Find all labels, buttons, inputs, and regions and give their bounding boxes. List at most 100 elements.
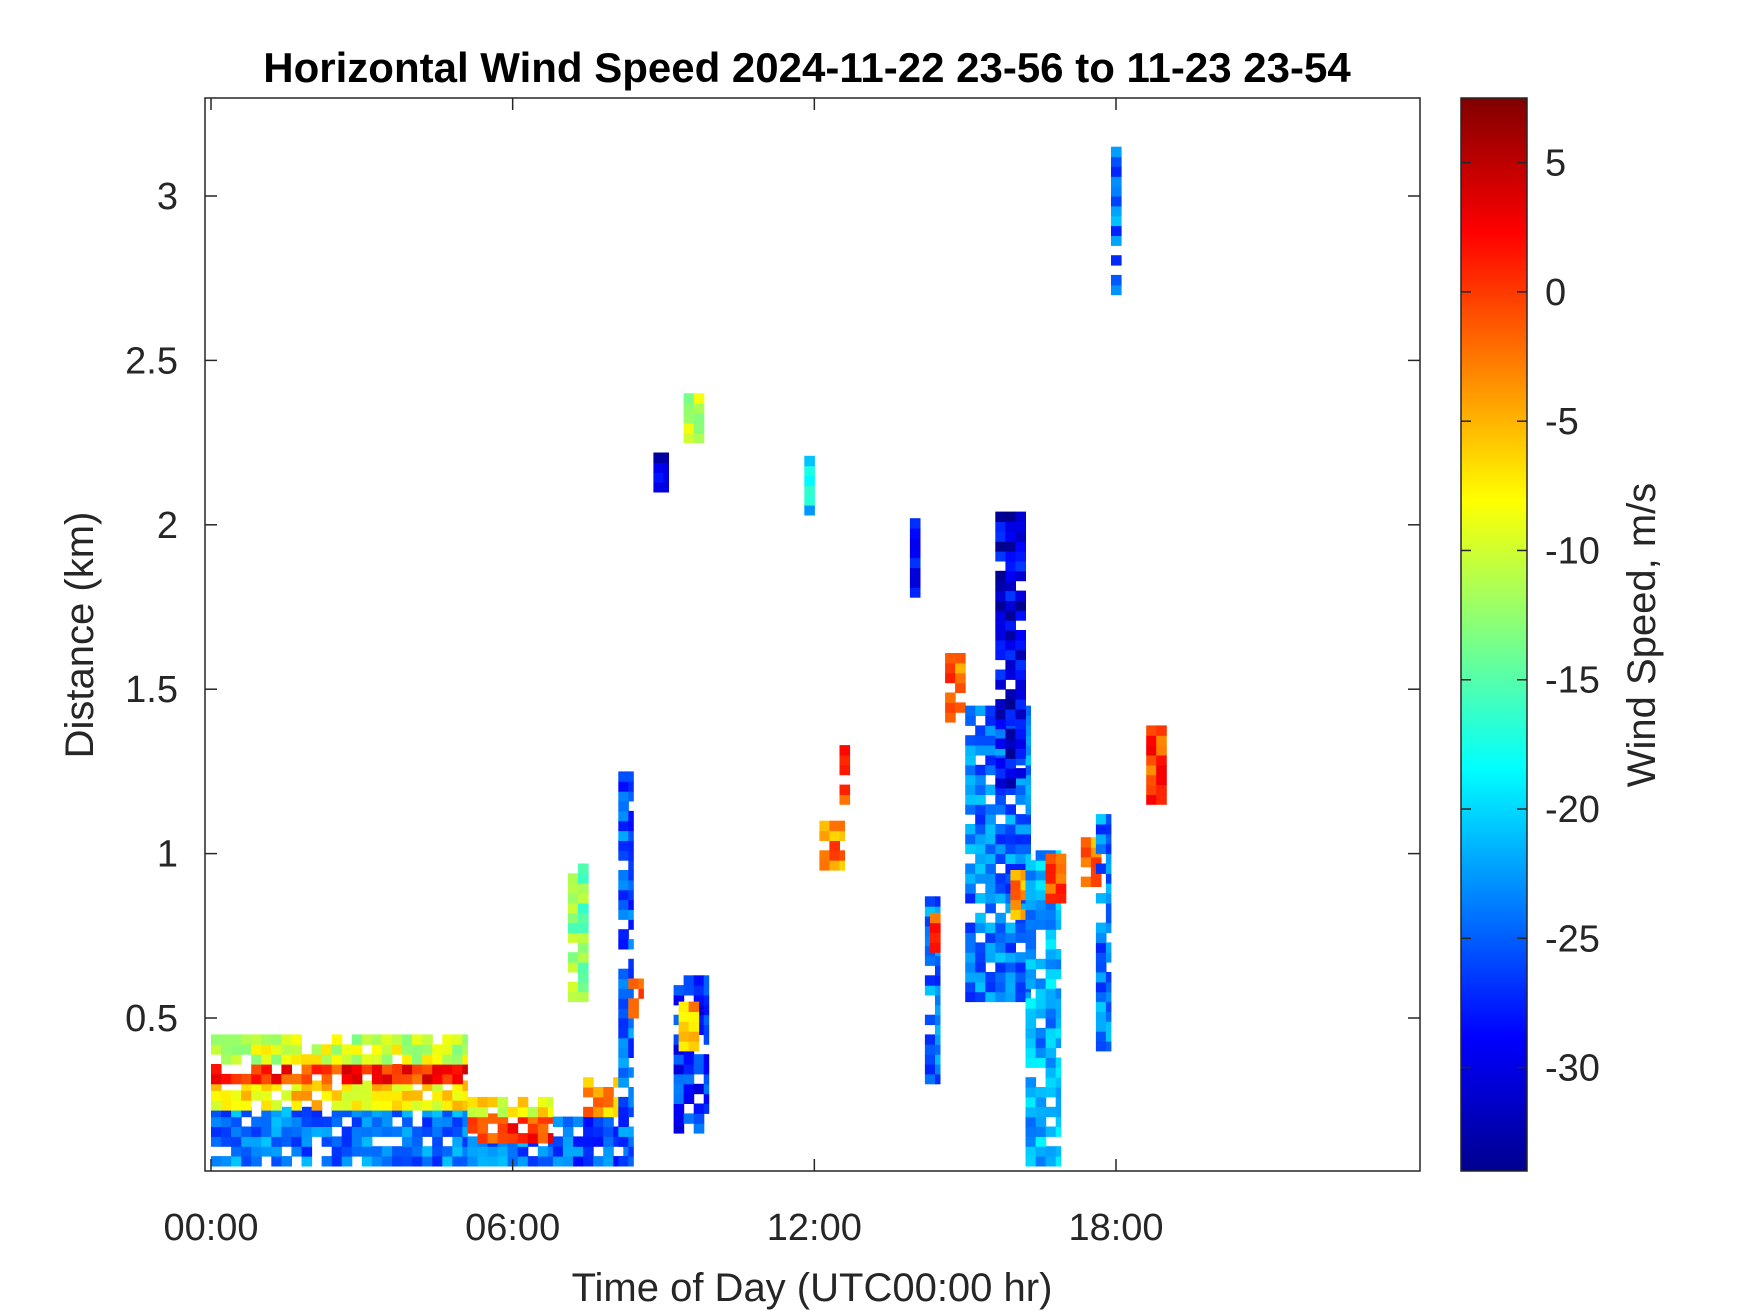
heatmap-cell (1015, 833, 1026, 845)
heatmap-cell (593, 1096, 604, 1108)
heatmap-cell (965, 873, 976, 884)
colorbar-tick-label: -30 (1545, 1048, 1600, 1090)
heatmap-cell (683, 422, 695, 434)
heatmap-cell (422, 1080, 433, 1091)
heatmap-cell (507, 1146, 519, 1157)
heatmap-cell (261, 1126, 272, 1137)
heatmap-cell (673, 995, 685, 1006)
heatmap-cell (351, 1064, 363, 1075)
heatmap-cell (995, 932, 1006, 943)
heatmap-cell (1005, 649, 1016, 661)
heatmap-cell (663, 482, 669, 493)
heatmap-cell (1111, 284, 1122, 296)
heatmap-cell (583, 1106, 594, 1118)
heatmap-cell (1055, 1027, 1062, 1039)
heatmap-cell (221, 1126, 232, 1137)
heatmap-cell (1025, 958, 1037, 970)
heatmap-cell (452, 1054, 463, 1065)
heatmap-cell (281, 1116, 292, 1127)
heatmap-cell (537, 1113, 549, 1124)
heatmap-cell (1005, 639, 1016, 651)
heatmap-cell (331, 1090, 343, 1101)
heatmap-cell (1105, 824, 1112, 835)
heatmap-cell (804, 505, 815, 516)
heatmap-cell (955, 672, 966, 684)
heatmap-cell (392, 1156, 403, 1167)
heatmap-cell (975, 981, 986, 993)
heatmap-cell (487, 1156, 499, 1167)
heatmap-cell (351, 1100, 363, 1111)
heatmap-cell (839, 850, 845, 861)
heatmap-cell (1025, 1106, 1037, 1118)
heatmap-cell (1025, 764, 1031, 776)
heatmap-cell (678, 1001, 690, 1012)
heatmap-cell (573, 1146, 584, 1157)
heatmap-cell (1111, 146, 1122, 158)
heatmap-cell (251, 1064, 262, 1075)
y-axis-label: Distance (km) (58, 512, 102, 759)
heatmap-cell (1025, 968, 1037, 980)
heatmap-cell (241, 1080, 252, 1091)
heatmap-cell (683, 432, 695, 444)
heatmap-cell (547, 1156, 554, 1167)
heatmap-cell (412, 1044, 423, 1055)
heatmap-cell (1055, 1077, 1062, 1088)
heatmap-cell (935, 1064, 941, 1075)
heatmap-cell (965, 981, 976, 993)
heatmap-cell (301, 1146, 313, 1157)
heatmap-cell (371, 1054, 383, 1065)
heatmap-cell (804, 455, 815, 467)
heatmap-cell (371, 1080, 383, 1091)
heatmap-cell (975, 863, 986, 874)
heatmap-cell (351, 1116, 363, 1127)
heatmap-cell (618, 1018, 629, 1029)
heatmap-cell (527, 1133, 539, 1144)
heatmap-cell (467, 1136, 478, 1147)
heatmap-cell (618, 899, 629, 910)
heatmap-cell (251, 1126, 262, 1137)
heatmap-cell (402, 1073, 413, 1085)
heatmap-cell (568, 922, 579, 933)
heatmap-cell (1055, 873, 1067, 884)
heatmap-cell (688, 1031, 700, 1042)
heatmap-cell (1105, 1011, 1112, 1022)
heatmap-cell (241, 1090, 252, 1101)
heatmap-cell (381, 1106, 393, 1118)
heatmap-cell (1005, 932, 1016, 943)
heatmap-cell (975, 922, 986, 933)
heatmap-cell (422, 1156, 433, 1167)
heatmap-cell (909, 577, 921, 588)
heatmap-cell (341, 1044, 353, 1055)
colorbar (1460, 97, 1528, 1172)
heatmap-cell (568, 873, 579, 884)
heatmap-cell (341, 1146, 353, 1157)
heatmap-cell (442, 1034, 453, 1045)
heatmap-cell (442, 1156, 453, 1167)
heatmap-cell (1095, 952, 1107, 963)
heatmap-cell (1146, 794, 1157, 805)
heatmap-cell (1015, 610, 1026, 621)
heatmap-cell (618, 820, 629, 832)
heatmap-cell (547, 1146, 554, 1157)
heatmap-cell (381, 1090, 393, 1101)
heatmap-cell (578, 981, 589, 993)
heatmap-cell (497, 1156, 509, 1167)
heatmap-cell (1146, 755, 1157, 766)
heatmap-cell (392, 1080, 403, 1091)
heatmap-cell (1005, 758, 1016, 769)
heatmap-cell (583, 1077, 594, 1088)
heatmap-cell (995, 853, 1006, 864)
heatmap-cell (381, 1146, 393, 1157)
heatmap-cell (1105, 1021, 1112, 1032)
heatmap-cell (1015, 932, 1026, 943)
heatmap-cell (628, 899, 634, 910)
heatmap-cell (432, 1116, 443, 1127)
x-tick-label: 00:00 (163, 1207, 258, 1249)
heatmap-cell (688, 1021, 700, 1032)
heatmap-cell (1015, 718, 1026, 730)
heatmap-cell (517, 1096, 529, 1108)
heatmap-cell (995, 630, 1006, 641)
heatmap-cell (1045, 883, 1057, 894)
heatmap-cell (462, 1044, 468, 1055)
heatmap-cell (371, 1100, 383, 1111)
